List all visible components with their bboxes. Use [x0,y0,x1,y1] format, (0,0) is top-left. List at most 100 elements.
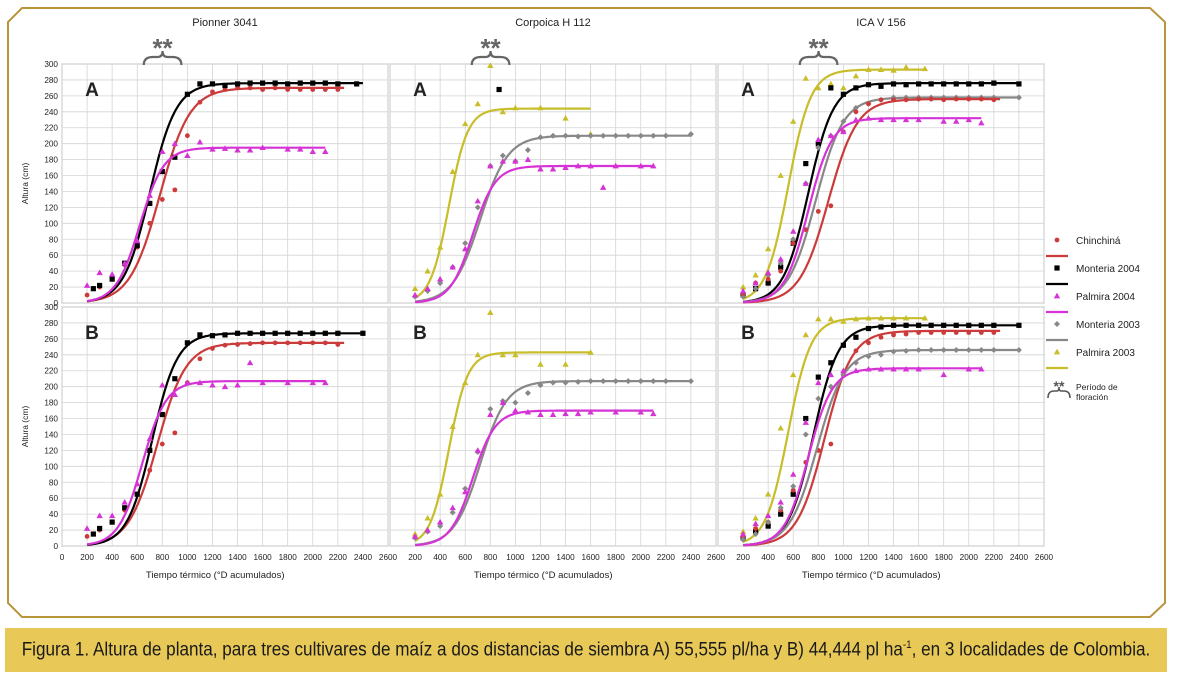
data-point [537,411,544,417]
data-point [524,408,532,415]
data-point [764,245,772,252]
y-tick-label: 40 [49,510,59,519]
legend-item-palmira2003: Palmira 2003 [1046,348,1135,370]
x-tick-label: 1800 [935,553,954,562]
y-tick-label: 180 [44,156,58,165]
data-point [966,81,972,87]
x-tick-label: 600 [786,553,800,562]
legend-label: Palmira 2004 [1076,292,1135,303]
chart-panel-2: Corpoica H 112 A ** [389,17,717,304]
data-point [574,162,582,169]
data-point [852,104,859,111]
data-point [209,81,216,87]
data-point [424,514,431,521]
data-point [877,365,885,372]
data-point [322,330,328,336]
data-point [197,332,203,338]
data-point [803,160,809,167]
x-axis-label: Tiempo térmico (°D acumulados) [474,570,613,581]
data-point [865,314,872,321]
y-tick-label: 80 [49,478,59,487]
data-point [90,531,96,537]
x-tick-label: 1000 [506,553,525,562]
data-point [260,340,266,346]
x-tick-label: 1200 [203,553,222,562]
data-point [159,411,165,418]
data-point [803,415,809,422]
x-tick-label: 2400 [682,553,701,562]
data-point [222,342,228,348]
data-point [978,330,984,335]
data-point [222,87,228,92]
data-point [436,275,444,282]
caption-main: Figura 1. Altura de planta, para tres cu… [21,639,903,661]
data-point [499,399,507,405]
data-point [474,100,481,107]
data-point [991,330,997,335]
data-point [752,520,759,527]
data-point [159,148,166,155]
data-point [285,81,291,87]
data-point [524,147,531,154]
data-point [877,116,885,123]
data-point [790,118,797,124]
x-tick-label: 400 [761,553,775,562]
data-point [97,525,103,532]
data-point [877,314,885,321]
y-tick-label: 260 [44,92,58,101]
data-point [322,340,328,346]
legend-marker [1054,237,1060,243]
x-tick-label: 800 [811,553,825,562]
data-point [562,114,569,121]
data-point [134,480,141,487]
y-tick-label: 260 [44,335,58,344]
data-point [840,342,846,348]
data-point [172,430,178,436]
data-point [853,334,859,340]
data-point [272,80,278,86]
legend-label: Palmira 2003 [1076,348,1135,359]
data-point [865,66,872,72]
data-point [890,348,897,355]
y-tick-label: 0 [53,542,58,551]
data-point [575,133,582,140]
data-point [147,220,153,226]
plot-area [717,306,1045,547]
panel-label: A [741,80,755,101]
data-point [496,86,502,93]
panel-label: B [741,323,755,344]
data-point [297,80,303,86]
flowering-bracket [798,50,839,66]
data-point [765,276,771,282]
data-point [840,118,847,125]
data-point [840,367,847,374]
data-point [852,315,860,322]
data-point [449,504,456,511]
data-point [866,101,871,107]
data-point [196,138,204,145]
data-point [903,331,909,337]
chart-panel-5: 200 400 600 800 1000 1200 1400 1600 1800 2000 2200… [389,306,726,581]
y-tick-label: 60 [49,494,59,503]
data-point [297,87,303,92]
data-point [828,441,834,447]
data-point [587,408,594,415]
data-point [891,332,896,338]
data-point [449,263,456,270]
series-palmira2004 [739,365,985,547]
data-point [953,118,960,124]
data-point [487,162,494,169]
data-point [637,408,644,415]
data-point [184,340,190,346]
data-point [335,87,341,92]
data-point [978,347,985,354]
data-point [424,267,431,274]
legend-flowering-label: Período de [1076,382,1118,392]
data-point [424,526,431,533]
y-tick-label: 200 [44,140,58,149]
caption-box: Figura 1. Altura de planta, para tres cu… [5,628,1167,672]
data-point [354,81,360,87]
data-point [587,378,594,385]
data-point [524,156,532,162]
data-point [474,447,481,453]
